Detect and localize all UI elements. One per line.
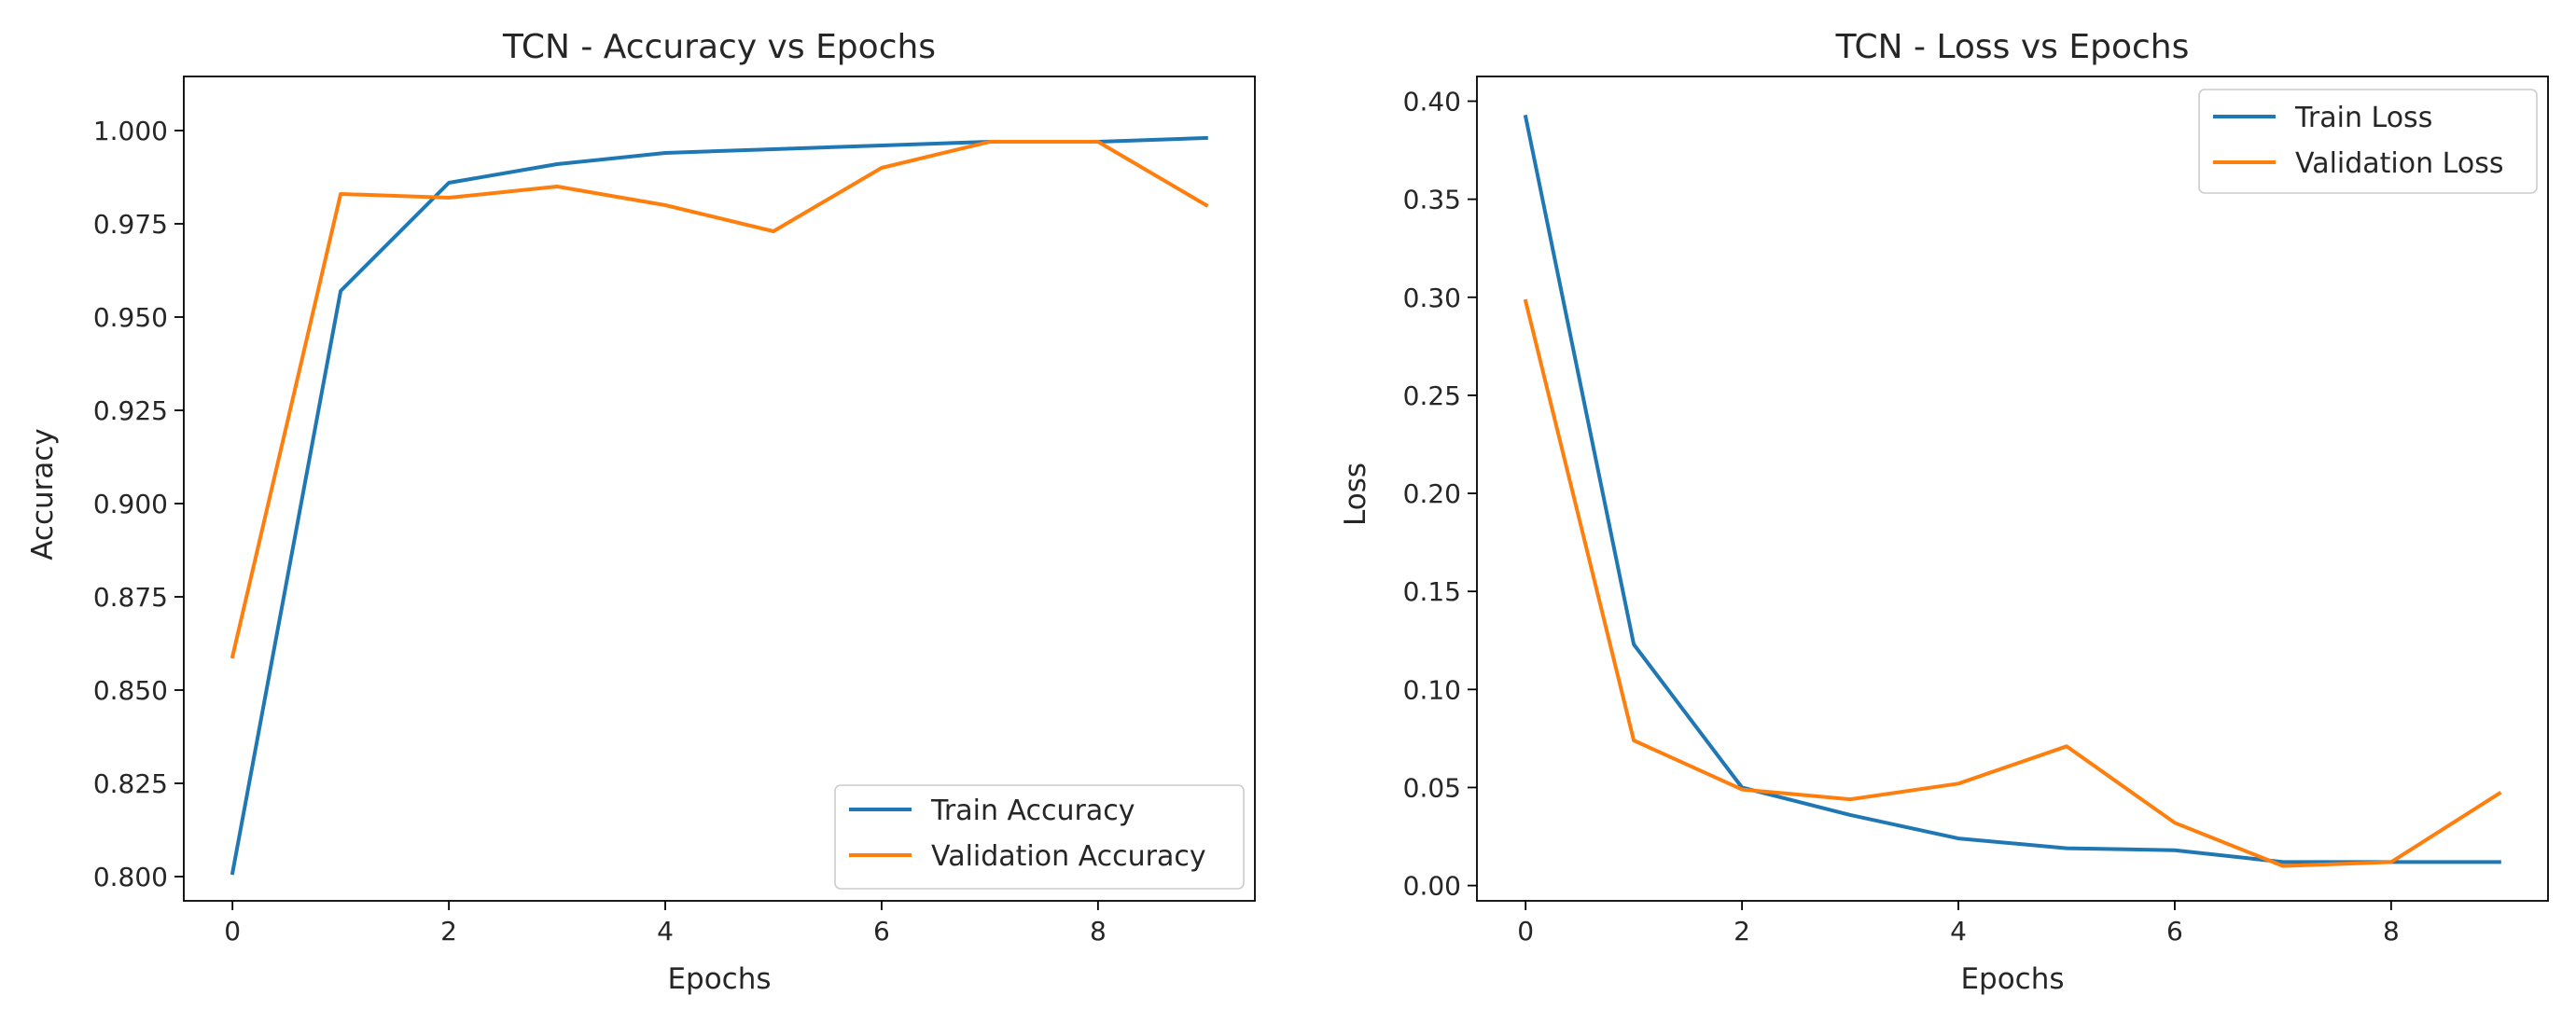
legend: Train Accuracy Validation Accuracy bbox=[834, 784, 1245, 890]
series-line-validation-loss bbox=[1523, 298, 2502, 868]
series-line-train-loss bbox=[1523, 114, 2501, 864]
legend-box bbox=[834, 784, 1245, 890]
x-axis-ticks: 0 2 4 6 8 bbox=[224, 901, 1107, 947]
y-tick-label: 0.850 bbox=[93, 675, 168, 706]
y-tick-label: 1.000 bbox=[93, 116, 168, 146]
y-axis-label: Accuracy bbox=[26, 428, 60, 560]
series-line-validation-accuracy bbox=[230, 140, 1209, 659]
chart-title: TCN - Accuracy vs Epochs bbox=[502, 28, 936, 66]
y-tick-label: 0.15 bbox=[1403, 576, 1461, 607]
y-tick-label: 0.35 bbox=[1403, 185, 1461, 215]
x-tick-label: 4 bbox=[1950, 916, 1967, 947]
y-tick-label: 0.20 bbox=[1403, 478, 1461, 509]
y-tick-label: 0.25 bbox=[1403, 380, 1461, 411]
y-tick-label: 0.975 bbox=[93, 209, 168, 240]
y-tick-label: 0.900 bbox=[93, 489, 168, 519]
x-tick-label: 2 bbox=[440, 916, 457, 947]
y-axis-ticks: 0.00 0.05 0.10 0.15 0.20 0.25 0.30 0.35 0.40 bbox=[1403, 86, 1477, 902]
x-tick-label: 4 bbox=[657, 916, 674, 947]
y-tick-label: 0.30 bbox=[1403, 283, 1461, 313]
x-tick-label: 8 bbox=[2383, 916, 2400, 947]
x-tick-label: 6 bbox=[873, 916, 890, 947]
plot-lines bbox=[1523, 114, 2502, 868]
y-tick-label: 0.800 bbox=[93, 862, 168, 892]
x-axis-label: Epochs bbox=[667, 962, 771, 996]
y-tick-label: 0.950 bbox=[93, 302, 168, 333]
x-tick-label: 0 bbox=[1517, 916, 1534, 947]
chart-loss: TCN - Loss vs Epochs Epochs Loss 0.000.0… bbox=[1339, 28, 2549, 996]
y-tick-label: 0.825 bbox=[93, 768, 168, 799]
legend-label-train: Train Loss bbox=[2294, 102, 2432, 134]
chart-accuracy: TCN - Accuracy vs Epochs Epochs Accuracy… bbox=[26, 28, 1256, 996]
x-axis-label: Epochs bbox=[1960, 962, 2064, 996]
y-tick-label: 0.40 bbox=[1403, 86, 1461, 117]
legend-box bbox=[2198, 89, 2538, 194]
x-tick-label: 6 bbox=[2166, 916, 2183, 947]
y-tick-label: 0.875 bbox=[93, 582, 168, 613]
x-tick-label: 2 bbox=[1734, 916, 1750, 947]
legend: Train Loss Validation Loss bbox=[2198, 89, 2538, 194]
legend-label-validation: Validation Accuracy bbox=[931, 840, 1206, 873]
y-tick-label: 0.10 bbox=[1403, 674, 1461, 705]
y-axis-label: Loss bbox=[1339, 463, 1372, 526]
plot-lines bbox=[230, 135, 1209, 876]
plot-frame bbox=[183, 76, 1256, 902]
y-tick-label: 0.925 bbox=[93, 395, 168, 426]
chart-title: TCN - Loss vs Epochs bbox=[1835, 28, 2190, 66]
plot-frame bbox=[1476, 76, 2549, 902]
x-tick-label: 0 bbox=[224, 916, 241, 947]
x-tick-label: 8 bbox=[1090, 916, 1107, 947]
y-tick-label: 0.00 bbox=[1403, 871, 1461, 902]
y-axis-ticks: 0.800 0.825 0.850 0.875 0.900 0.925 0.950 0.975… bbox=[93, 116, 184, 892]
y-tick-label: 0.05 bbox=[1403, 772, 1461, 803]
legend-label-train: Train Accuracy bbox=[930, 795, 1135, 827]
legend-label-validation: Validation Loss bbox=[2295, 147, 2503, 180]
x-axis-ticks: 0 2 4 6 8 bbox=[1517, 901, 2400, 947]
